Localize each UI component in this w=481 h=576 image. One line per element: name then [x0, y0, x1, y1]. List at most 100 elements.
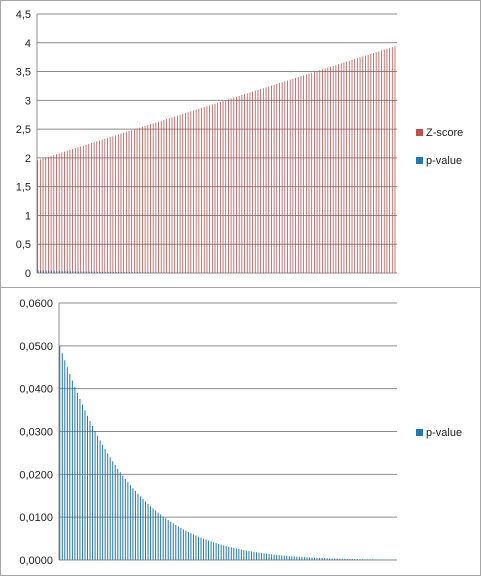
top-chart-bar	[136, 128, 138, 273]
top-chart-bar	[340, 63, 342, 274]
bottom-chart-bar	[228, 546, 230, 560]
top-chart-bar	[80, 271, 82, 273]
bottom-chart-bar	[114, 465, 116, 560]
top-chart-y-tick-label: 0	[25, 268, 31, 280]
top-chart-series-p-value	[37, 270, 396, 273]
bottom-chart-bar	[69, 373, 71, 560]
bottom-chart-bar	[167, 520, 169, 560]
top-chart-bar	[305, 74, 307, 273]
top-chart-bar	[316, 71, 318, 273]
top-chart-bar	[112, 271, 114, 273]
bottom-chart-bar	[124, 478, 126, 560]
top-chart-bar	[117, 134, 119, 273]
bottom-chart-y-tick-label: 0,0000	[19, 555, 53, 567]
top-chart-bar	[236, 96, 237, 274]
top-chart-bar	[195, 109, 197, 274]
top-chart-bar	[64, 151, 65, 273]
bottom-chart-bar	[160, 514, 162, 560]
top-chart-bar	[322, 69, 323, 273]
top-chart-bar	[332, 65, 334, 273]
top-chart-bar	[50, 155, 52, 273]
top-chart-bar	[56, 270, 58, 273]
top-chart-bar	[131, 272, 133, 273]
bottom-chart-bar	[165, 518, 167, 560]
top-chart-bar	[129, 272, 130, 273]
top-chart-bar	[118, 272, 120, 273]
top-chart-bar	[217, 102, 219, 274]
top-chart-bar	[394, 46, 396, 273]
top-chart-y-tick-label: 3	[25, 95, 31, 107]
top-chart-bar	[214, 103, 216, 274]
top-chart-bar	[241, 95, 243, 274]
top-chart-bar	[260, 89, 262, 274]
bottom-chart-bar	[372, 559, 374, 560]
top-chart-bar	[276, 83, 278, 274]
bottom-chart-bar	[97, 435, 99, 560]
bottom-chart-bar	[195, 535, 197, 560]
bottom-chart-bar	[276, 554, 278, 560]
top-chart-bar	[99, 271, 101, 273]
top-chart-bar	[190, 111, 192, 274]
bottom-chart-bar	[351, 559, 353, 560]
pvalue-chart: 0,0000 0,0100 0,0200 0,0300 0,0400 0,0500 0,06…	[19, 298, 462, 567]
top-chart-bar	[67, 271, 69, 273]
bottom-chart-bar	[92, 426, 94, 560]
top-chart-bar	[104, 271, 106, 273]
bottom-chart-bar	[172, 523, 174, 560]
top-chart-bar	[96, 271, 98, 273]
top-chart-bar	[271, 85, 272, 274]
bottom-chart-bar	[314, 557, 316, 560]
bottom-chart-y-tick-label: 0,0400	[19, 384, 53, 396]
top-chart-bar	[66, 150, 68, 273]
top-chart-bar	[77, 147, 79, 273]
bottom-chart-bar	[132, 488, 134, 560]
top-chart-bar	[123, 132, 125, 273]
top-chart-bar	[365, 55, 366, 274]
bottom-chart-bar	[319, 557, 321, 560]
top-chart-bar	[80, 146, 82, 273]
top-chart-bar	[179, 114, 181, 274]
top-chart-bar	[74, 148, 76, 273]
top-chart-bar	[176, 115, 178, 274]
top-chart-bar	[51, 270, 53, 273]
top-chart-bar	[153, 272, 155, 273]
bottom-chart-bar	[157, 512, 159, 560]
top-chart-bar	[230, 98, 232, 274]
top-chart-bar	[281, 82, 283, 274]
top-chart-bar	[292, 78, 294, 274]
top-chart-bar	[123, 272, 125, 273]
top-chart-legend-label: p-value	[426, 155, 462, 167]
top-chart-bar	[150, 272, 152, 273]
top-chart-series-z-score	[37, 46, 396, 274]
bottom-chart-bar	[303, 557, 305, 560]
top-chart-bar	[107, 137, 108, 273]
bottom-chart-bar	[230, 547, 232, 560]
top-chart-bar	[171, 117, 173, 274]
top-chart-bar	[324, 68, 326, 273]
top-chart-bar	[225, 100, 227, 274]
top-chart-bar	[348, 60, 350, 274]
bottom-chart-bar	[213, 542, 215, 560]
top-chart-bar	[75, 271, 77, 273]
bottom-chart-bar	[104, 449, 106, 560]
bottom-chart-bar	[238, 549, 240, 560]
bottom-chart-bar	[296, 556, 298, 560]
top-chart-bar	[142, 272, 144, 273]
zscore-pvalue-chart: 0 0,5 1 1,5 2 2,5 3 3,5 4 4,5 Z-score p-value	[16, 9, 464, 280]
bottom-chart-bar	[273, 554, 275, 560]
top-chart-bar	[93, 142, 95, 273]
bottom-chart-bar	[364, 559, 366, 560]
bottom-chart-bar	[225, 546, 227, 560]
bottom-chart-bar	[326, 558, 328, 560]
bottom-chart-bar	[208, 540, 210, 560]
top-chart-bar	[131, 130, 133, 273]
bottom-chart-bar	[122, 475, 124, 560]
top-chart-bar	[144, 125, 146, 274]
top-chart-bar	[37, 160, 39, 273]
top-chart-bar	[168, 118, 170, 274]
top-chart-bar	[45, 270, 47, 273]
top-chart-bar	[115, 272, 117, 273]
top-chart-bar	[155, 272, 157, 273]
bottom-chart-bar	[197, 536, 199, 560]
bottom-chart-bar	[177, 526, 179, 560]
